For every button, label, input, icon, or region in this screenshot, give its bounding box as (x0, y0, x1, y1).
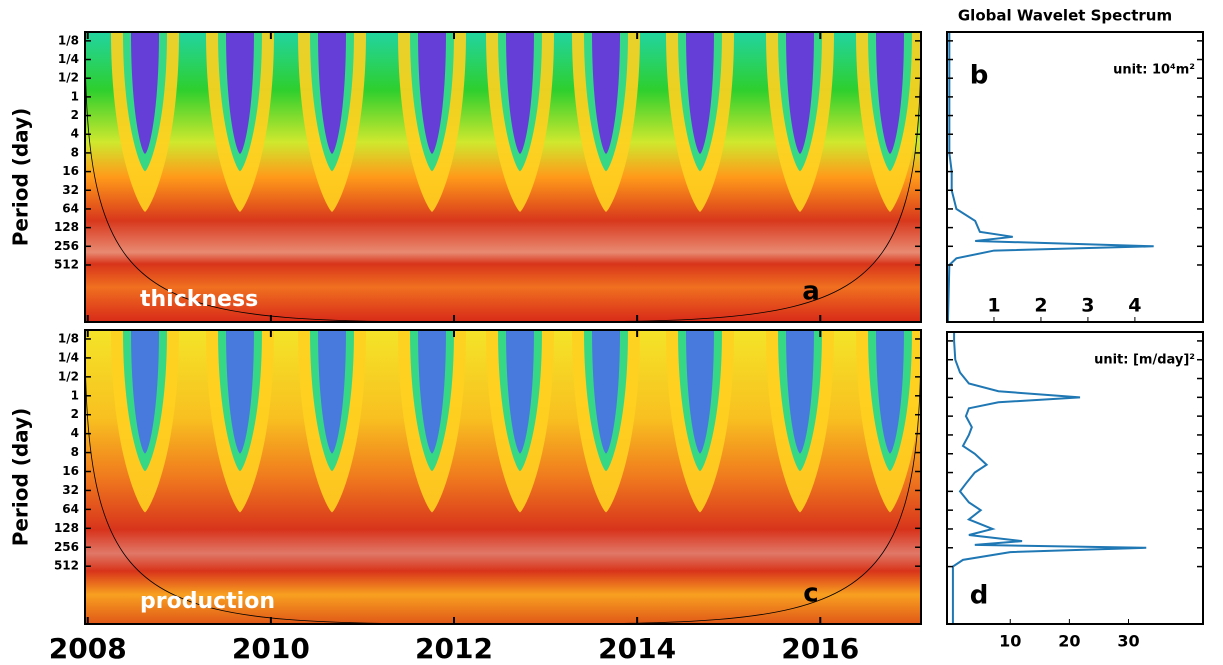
panel-label: d (970, 581, 989, 611)
panel-label: b (970, 61, 989, 91)
x-tick-label: 20 (1058, 632, 1080, 651)
power-tongue (318, 32, 346, 154)
x-tick-label: 2008 (49, 632, 127, 665)
cone-of-influence (85, 32, 921, 322)
power-tongue (226, 330, 254, 454)
y-axis-label: Period (day) (9, 108, 33, 246)
axes-frame (84, 329, 922, 625)
power-tongue (418, 32, 446, 154)
spectrum-line (951, 332, 1147, 624)
x-tick-label: 3 (1081, 295, 1094, 317)
wavelet-image (85, 32, 921, 322)
y-tick-label: 2 (71, 407, 79, 421)
power-tongue (876, 330, 904, 454)
power-tongue (786, 330, 814, 454)
power-tongue (686, 32, 714, 154)
y-tick-label: 64 (62, 502, 79, 516)
y-tick-label: 1 (71, 388, 79, 402)
power-tongue (506, 32, 534, 154)
x-tick-label: 30 (1117, 632, 1139, 651)
panel: 1 2 3 4 Global Wavelet Spectrum unit: 10⁴m² b (946, 7, 1204, 323)
power-tongue (131, 330, 159, 454)
panel: 10 20 30 unit: [m/day]² d (946, 331, 1204, 651)
spectrum-line (946, 32, 1154, 323)
y-tick-label: 128 (54, 220, 79, 234)
panel: thickness Period (day) 1/8 1/4 1/2 1 2 4 8 16 32 64… (9, 31, 922, 323)
y-tick-label: 64 (62, 201, 79, 215)
power-tongue (876, 32, 904, 154)
axes-frame (84, 31, 922, 323)
axes-frame (946, 31, 1204, 323)
panel-title: Global Wavelet Spectrum (958, 7, 1172, 25)
panel-annotation: thickness (140, 287, 258, 312)
y-tick-label: 256 (54, 239, 79, 253)
panel: production Period (day) 1/8 1/4 1/2 1 2 4 8 16 32 6… (9, 32, 922, 665)
x-tick-label: 1 (987, 295, 1000, 317)
y-tick-label: 1/4 (58, 350, 79, 364)
y-tick-label: 8 (71, 145, 79, 159)
power-tongue (131, 32, 159, 154)
panel-label: a (802, 277, 820, 307)
power-tongue (226, 32, 254, 154)
y-tick-label: 128 (54, 521, 79, 535)
unit-annotation: unit: [m/day]² (1094, 353, 1195, 368)
power-tongue (686, 330, 714, 454)
power-tongue (318, 330, 346, 454)
y-tick-label: 8 (71, 445, 79, 459)
power-tongue (418, 330, 446, 454)
power-tongue (506, 330, 534, 454)
unit-annotation: unit: 10⁴m² (1113, 63, 1195, 78)
y-tick-label: 1/2 (58, 369, 79, 383)
y-tick-label: 1/2 (58, 71, 79, 85)
y-tick-label: 32 (62, 183, 79, 197)
y-tick-label: 4 (71, 127, 79, 141)
x-tick-label: 4 (1128, 295, 1141, 317)
power-tongue (592, 330, 620, 454)
power-tongue (786, 32, 814, 154)
x-tick-label: 10 (999, 632, 1021, 651)
y-tick-label: 1/4 (58, 52, 79, 66)
y-tick-label: 32 (62, 483, 79, 497)
y-tick-label: 512 (54, 559, 79, 573)
x-tick-label: 2012 (415, 632, 493, 665)
y-tick-label: 16 (62, 464, 79, 478)
y-tick-label: 16 (62, 164, 79, 178)
y-tick-label: 512 (54, 257, 79, 271)
cone-of-influence (85, 330, 921, 624)
axes-frame (946, 331, 1204, 625)
x-tick-label: 2 (1034, 295, 1047, 317)
wavelet-image (85, 330, 921, 624)
x-tick-label: 2016 (781, 632, 859, 665)
y-tick-label: 2 (71, 108, 79, 122)
x-tick-label: 2014 (598, 632, 676, 665)
y-tick-label: 1 (71, 89, 79, 103)
power-tongue (592, 32, 620, 154)
x-tick-label: 2010 (232, 632, 310, 665)
panel-annotation: production (140, 589, 275, 614)
y-tick-label: 1/8 (58, 33, 79, 47)
y-axis-label: Period (day) (9, 408, 33, 546)
y-tick-label: 4 (71, 426, 79, 440)
panel-label: c (803, 579, 818, 609)
y-tick-label: 1/8 (58, 331, 79, 345)
y-tick-label: 256 (54, 540, 79, 554)
